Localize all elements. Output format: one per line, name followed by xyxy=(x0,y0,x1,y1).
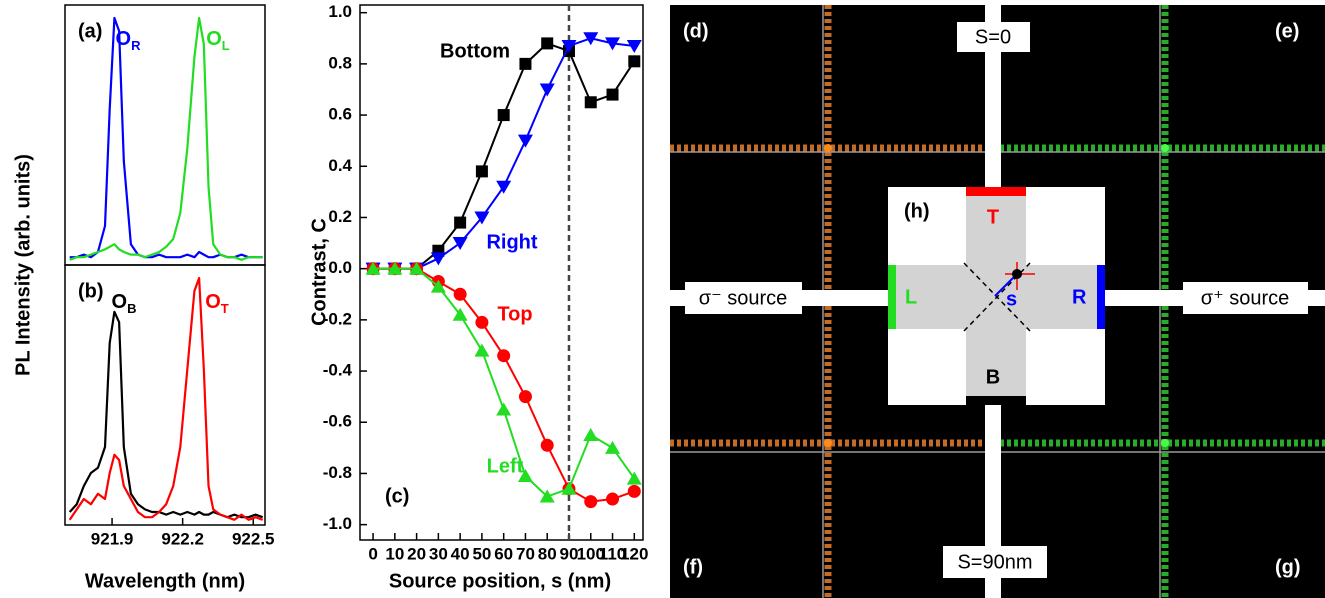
source-dot xyxy=(1161,439,1169,447)
x-tick-label: 20 xyxy=(407,544,426,563)
plot-frame xyxy=(65,265,265,525)
series-label: Bottom xyxy=(440,40,510,62)
x-tick-label: 10 xyxy=(385,544,404,563)
dipole-source xyxy=(1012,269,1022,279)
port-label: L xyxy=(905,286,917,308)
panel-label: (g) xyxy=(1275,556,1301,578)
marker xyxy=(519,390,532,403)
x-tick-label: 921.9 xyxy=(91,529,134,548)
marker xyxy=(583,428,598,441)
marker xyxy=(497,349,510,362)
marker xyxy=(474,344,489,357)
panel-label: (c) xyxy=(385,485,409,507)
marker xyxy=(585,96,597,108)
marker xyxy=(431,252,446,265)
marker xyxy=(541,37,553,49)
position-label: S=0 xyxy=(975,26,1011,48)
port-label: T xyxy=(987,206,999,228)
series-label: OB xyxy=(112,291,137,316)
x-axis-label: Source position, s (nm) xyxy=(389,570,611,592)
port-label: B xyxy=(986,366,1000,388)
x-tick-label: 120 xyxy=(620,544,648,563)
y-tick-label: 1.0 xyxy=(328,2,352,21)
marker xyxy=(454,288,467,301)
marker xyxy=(519,58,531,70)
series-line xyxy=(70,18,263,260)
series-line xyxy=(70,278,263,520)
series-label: Top xyxy=(497,303,532,325)
figure: S=0 S=90nm σ⁻ source σ⁺ source (d) (e) (… xyxy=(0,0,1325,598)
x-tick-label: 40 xyxy=(451,544,470,563)
x-tick-label: 70 xyxy=(516,544,535,563)
x-tick-label: 922.2 xyxy=(161,529,204,548)
x-tick-label: 922.5 xyxy=(232,529,275,548)
marker xyxy=(496,402,511,415)
marker xyxy=(628,485,641,498)
marker xyxy=(606,493,619,506)
port-left xyxy=(888,265,896,329)
y-axis-label: PL Intensity (arb. units) xyxy=(12,154,34,376)
marker xyxy=(584,495,597,508)
y-tick-label: 0.4 xyxy=(328,156,352,175)
marker xyxy=(540,83,555,96)
port-top xyxy=(966,187,1026,196)
x-tick-label: 50 xyxy=(472,544,491,563)
marker xyxy=(453,237,468,250)
panel-label: (b) xyxy=(78,280,104,302)
series-line xyxy=(70,18,263,257)
source-label: σ⁻ source xyxy=(699,287,788,309)
inset-label: (h) xyxy=(904,200,930,222)
port-label: R xyxy=(1072,286,1087,308)
marker xyxy=(607,89,619,101)
y-tick-label: 0.2 xyxy=(328,207,352,226)
series-label: OR xyxy=(116,28,142,53)
panel-label: (f) xyxy=(683,556,703,578)
y-tick-label: 0.8 xyxy=(328,53,352,72)
x-tick-label: 30 xyxy=(429,544,448,563)
panel-label: (a) xyxy=(78,20,102,42)
source-dot xyxy=(1161,144,1169,152)
right-panel: S=0 S=90nm σ⁻ source σ⁺ source (d) (e) (… xyxy=(670,5,1325,598)
source-dot xyxy=(824,439,832,447)
series-label: Left xyxy=(487,455,524,477)
marker xyxy=(605,441,620,454)
marker xyxy=(496,181,511,194)
marker xyxy=(518,135,533,148)
x-tick-label: 60 xyxy=(494,544,513,563)
y-axis-label: Contrast, C xyxy=(308,218,330,326)
marker xyxy=(454,217,466,229)
marker xyxy=(627,472,642,485)
marker xyxy=(475,316,488,329)
series-line xyxy=(70,312,263,517)
y-tick-label: 0.0 xyxy=(328,258,352,277)
x-tick-label: 80 xyxy=(538,544,557,563)
panel-label: (e) xyxy=(1275,20,1299,42)
y-tick-label: 0.6 xyxy=(328,105,352,124)
marker xyxy=(541,439,554,452)
arrow-label: s xyxy=(1006,288,1017,310)
marker xyxy=(628,55,640,67)
port-right xyxy=(1097,265,1105,329)
marker xyxy=(498,109,510,121)
plot-frame xyxy=(65,5,265,265)
panel-label: (d) xyxy=(683,20,709,42)
series-label: OL xyxy=(206,28,230,53)
y-tick-label: -1.0 xyxy=(323,514,352,533)
source-dot xyxy=(824,144,832,152)
series-label: Right xyxy=(486,231,537,253)
x-tick-label: 0 xyxy=(368,544,377,563)
position-label: S=90nm xyxy=(957,551,1032,573)
marker xyxy=(476,165,488,177)
y-tick-label: -0.8 xyxy=(323,463,352,482)
port-bottom xyxy=(966,396,1026,405)
marker xyxy=(453,308,468,321)
y-tick-label: -0.6 xyxy=(323,412,352,431)
x-axis-label: Wavelength (nm) xyxy=(85,570,245,592)
y-tick-label: -0.4 xyxy=(323,361,353,380)
inset: (h) T B L R s xyxy=(888,187,1105,405)
marker xyxy=(627,40,642,53)
series-label: OT xyxy=(205,291,229,316)
source-label: σ⁺ source xyxy=(1201,287,1290,309)
